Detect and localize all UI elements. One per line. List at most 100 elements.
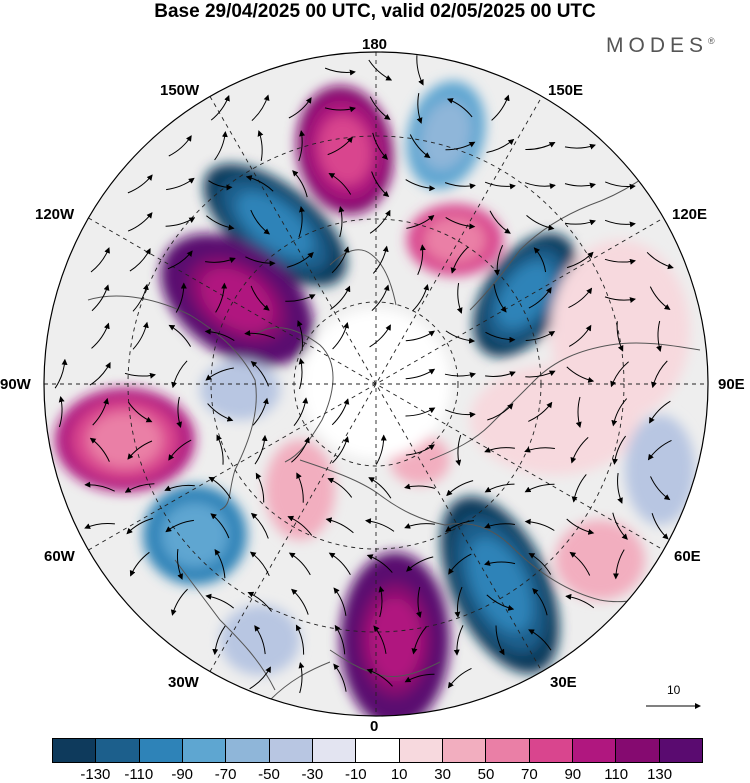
wind-arrow	[404, 673, 435, 683]
vector-scale-label: 10	[667, 683, 681, 697]
wind-arrow	[288, 97, 312, 119]
colorbar-tick-label: 70	[521, 766, 538, 783]
wind-arrow	[493, 284, 507, 313]
wind-arrow	[453, 625, 464, 656]
wind-arrow	[487, 403, 514, 421]
colorbar-swatch	[269, 739, 313, 762]
wind-arrow	[369, 209, 391, 234]
wind-arrow	[92, 397, 109, 426]
colorbar-tick-label: 30	[434, 766, 451, 783]
negative-anomaly	[497, 262, 553, 328]
wind-arrow	[444, 182, 476, 190]
lon-label-90w: 90W	[0, 376, 31, 393]
lon-label-30w: 30W	[168, 674, 199, 691]
wind-arrow	[206, 215, 235, 231]
colorbar-swatch	[659, 739, 702, 762]
wind-arrow	[331, 246, 350, 274]
wind-arrow	[295, 624, 305, 655]
wind-arrow	[324, 106, 356, 113]
wind-arrow	[491, 94, 510, 121]
colorbar-tick-label: -50	[258, 766, 280, 783]
lon-label-90e: 90E	[718, 376, 745, 393]
wind-arrow	[485, 371, 516, 377]
wind-arrow	[255, 472, 265, 503]
wind-arrow	[245, 256, 276, 267]
negative-anomaly	[420, 99, 472, 171]
positive-anomaly	[368, 598, 422, 682]
wind-arrow	[378, 586, 385, 618]
meridian-line	[88, 217, 664, 551]
wind-arrow	[571, 474, 587, 503]
wind-arrow	[89, 437, 110, 462]
wind-arrow	[485, 331, 516, 343]
wind-arrow	[495, 625, 505, 656]
wind-arrow	[446, 480, 474, 497]
wind-arrow	[368, 477, 392, 499]
wind-arrow	[124, 372, 156, 379]
lon-label-30e: 30E	[550, 674, 577, 691]
lon-label-60e: 60E	[674, 548, 701, 565]
wind-arrow	[647, 439, 672, 461]
wind-arrow	[176, 549, 183, 580]
wind-arrow	[604, 258, 636, 265]
wind-arrow	[564, 219, 596, 226]
wind-arrow	[445, 216, 476, 230]
wind-arrow	[486, 138, 515, 153]
colorbar	[52, 738, 703, 763]
lon-label-150e: 150E	[548, 82, 584, 99]
positive-anomaly	[200, 268, 274, 332]
wind-arrow	[250, 512, 269, 539]
wind-arrow	[372, 132, 388, 160]
wind-arrow	[525, 142, 556, 151]
wind-arrow	[444, 372, 476, 379]
colorbar-swatch	[616, 739, 660, 762]
colorbar-tick-label: 10	[390, 766, 408, 783]
wind-arrow	[330, 285, 351, 310]
positive-anomaly	[555, 520, 645, 600]
wind-arrow	[216, 434, 224, 465]
wind-arrow	[528, 401, 553, 422]
wind-arrow	[649, 400, 671, 424]
wind-arrow	[328, 552, 351, 576]
colorbar-swatch	[572, 739, 617, 762]
wind-arrow	[568, 287, 593, 309]
wind-arrow	[604, 296, 636, 303]
wind-arrow	[656, 320, 662, 352]
wind-arrow	[569, 551, 591, 576]
registered-mark: ®	[708, 36, 715, 46]
wind-arrow	[327, 136, 353, 156]
wind-arrow	[493, 244, 504, 276]
colorbar-swatch	[442, 739, 487, 762]
wind-arrow	[365, 518, 395, 532]
wind-arrow	[175, 282, 187, 313]
wind-arrow	[612, 435, 627, 465]
colorbar-swatch	[312, 739, 357, 762]
wind-arrow	[334, 624, 346, 655]
colorbar-tick-label: -110	[124, 766, 154, 783]
wind-arrow	[404, 483, 436, 490]
wind-arrow	[298, 206, 305, 238]
wind-arrow	[412, 284, 430, 312]
wind-arrow	[651, 360, 668, 389]
wind-arrow	[524, 518, 555, 531]
wind-arrow	[287, 515, 313, 536]
wind-arrow	[525, 370, 556, 378]
wind-arrow	[247, 591, 273, 612]
map-disk	[44, 52, 708, 716]
wind-arrow	[448, 553, 472, 575]
colorbar-tick-label: -90	[171, 766, 194, 783]
colorbar-tick-label: 110	[604, 766, 629, 783]
wind-arrow	[405, 179, 436, 192]
colorbar-swatch	[399, 739, 443, 762]
wind-arrow	[170, 588, 188, 616]
wind-arrow	[244, 330, 276, 339]
wind-arrow	[328, 173, 352, 195]
lon-label-150w: 150W	[160, 82, 200, 99]
wind-arrow	[128, 402, 153, 423]
colorbar-swatch	[182, 739, 227, 762]
wind-arrow	[417, 244, 426, 276]
wind-arrow	[132, 321, 149, 350]
wind-arrow	[456, 283, 463, 314]
wind-arrow	[406, 214, 435, 229]
